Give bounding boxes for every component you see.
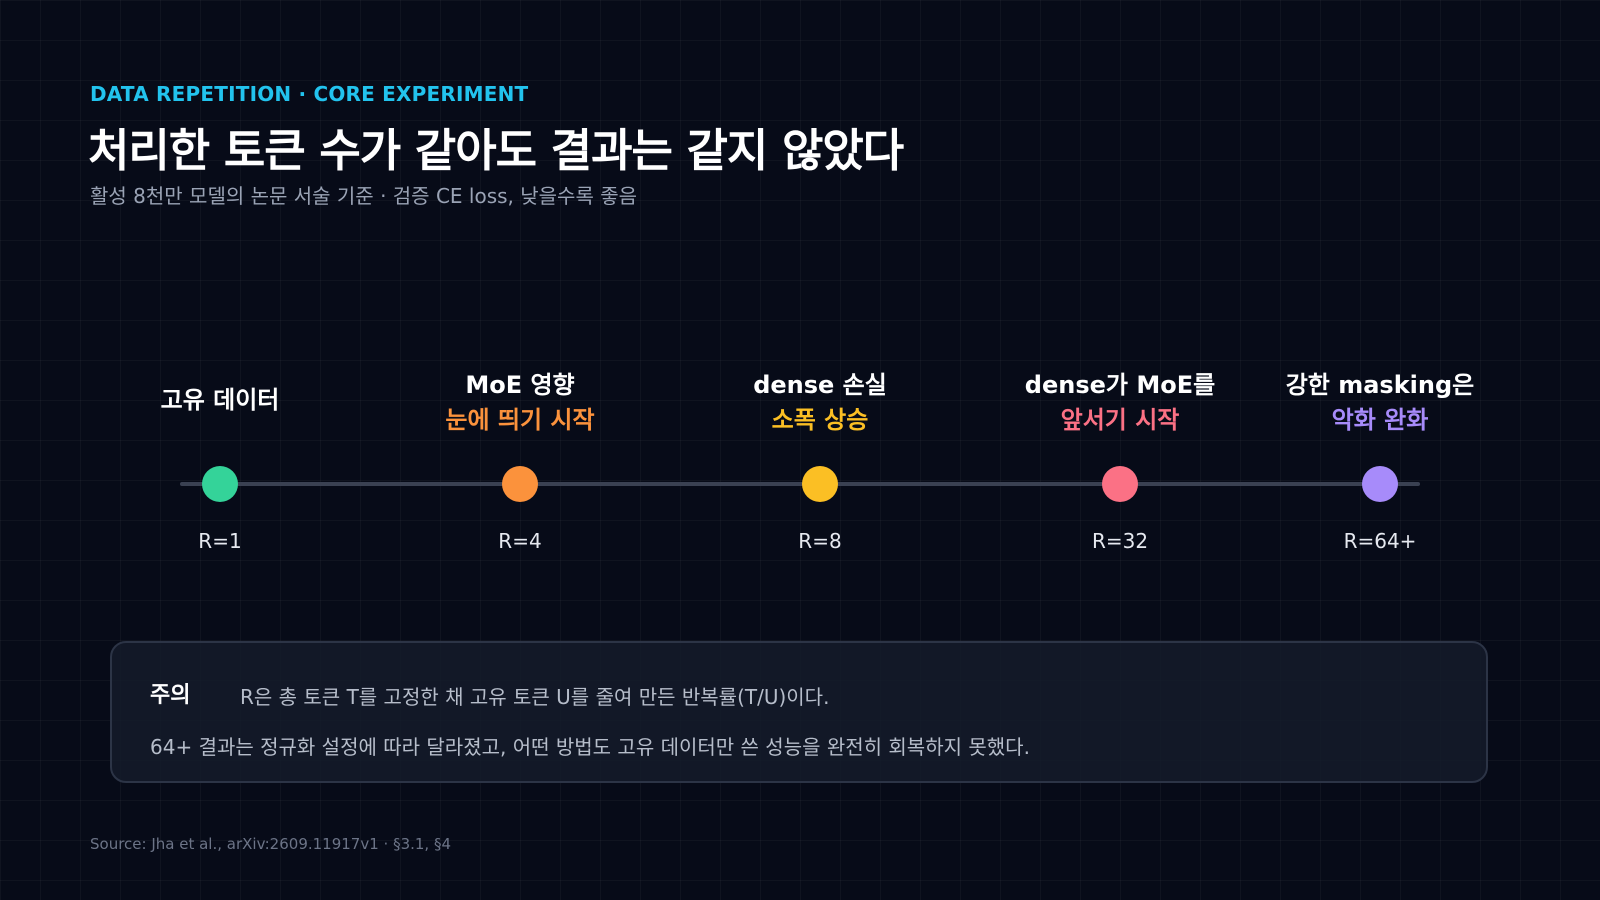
node-label-secondary: 앞서기 시작 [1060, 406, 1180, 434]
node-dot [502, 466, 538, 502]
timeline-node-r4: MoE 영향 눈에 띄기 시작 R=4 [370, 0, 670, 600]
node-dot [1362, 466, 1398, 502]
node-r-label: R=32 [1091, 529, 1149, 553]
node-r-label: R=4 [498, 529, 542, 553]
node-dot [802, 466, 838, 502]
node-label-primary: 고유 데이터 [160, 386, 280, 414]
timeline-node-r8: dense 손실 소폭 상승 R=8 [670, 0, 970, 600]
node-label-secondary: 악화 완화 [1331, 406, 1429, 434]
timeline-track [180, 482, 1420, 486]
node-dot [1102, 466, 1138, 502]
page-title: 처리한 토큰 수가 같아도 결과는 같지 않았다 [88, 124, 904, 177]
node-r-label: R=8 [798, 529, 842, 553]
node-label-secondary: 눈에 띄기 시작 [445, 406, 595, 434]
timeline-node-r32: dense가 MoE를 앞서기 시작 R=32 [970, 0, 1270, 600]
page-subtitle: 활성 8천만 모델의 논문 서술 기준 · 검증 CE loss, 낮을수록 좋… [90, 184, 638, 208]
source-citation: Source: Jha et al., arXiv:2609.11917v1 ·… [90, 835, 452, 853]
node-r-label: R=64+ [1343, 529, 1417, 553]
node-label-secondary: 소폭 상승 [771, 406, 869, 434]
node-dot [202, 466, 238, 502]
node-r-label: R=1 [198, 529, 242, 553]
timeline-node-r1: 고유 데이터 R=1 [70, 0, 370, 600]
eyebrow-label: DATA REPETITION · CORE EXPERIMENT [90, 82, 529, 106]
note-line-1: R은 총 토큰 T를 고정한 채 고유 토큰 U를 줄여 만든 반복률(T/U)… [240, 685, 830, 709]
note-heading: 주의 [150, 683, 191, 708]
note-line-2: 64+ 결과는 정규화 설정에 따라 달라졌고, 어떤 방법도 고유 데이터만 … [150, 735, 1030, 759]
node-label-primary: MoE 영향 [465, 371, 575, 399]
timeline-node-r64: 강한 masking은 악화 완화 R=64+ [1230, 0, 1530, 600]
node-label-primary: 강한 masking은 [1285, 371, 1475, 399]
node-label-primary: dense 손실 [753, 371, 887, 399]
caution-note-panel: 주의 R은 총 토큰 T를 고정한 채 고유 토큰 U를 줄여 만든 반복률(T… [110, 641, 1488, 783]
node-label-primary: dense가 MoE를 [1024, 371, 1216, 399]
